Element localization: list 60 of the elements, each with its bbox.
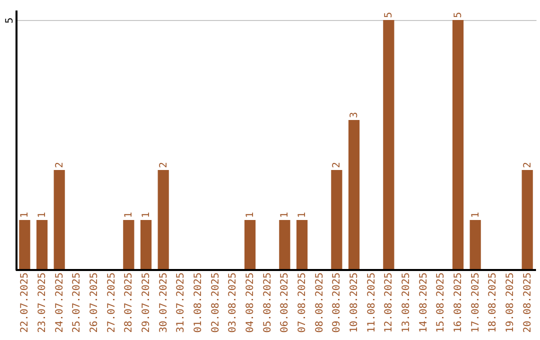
x-tick-label: 15.08.2025 <box>436 272 447 333</box>
bar <box>279 220 290 270</box>
data-label: 5 <box>453 12 464 18</box>
data-label: 1 <box>141 212 152 218</box>
x-tick-label: 11.08.2025 <box>366 272 378 333</box>
x-tick-label: 28.07.2025 <box>124 272 135 333</box>
x-tick-label: 01.08.2025 <box>193 272 204 333</box>
x-tick-label: 24.07.2025 <box>54 272 66 333</box>
data-label: 1 <box>245 212 256 218</box>
bar <box>522 170 533 270</box>
data-label: 3 <box>349 112 360 118</box>
x-tick-label: 16.08.2025 <box>453 272 464 333</box>
x-tick-label: 12.08.2025 <box>384 272 395 333</box>
data-label: 5 <box>384 12 395 18</box>
x-tick-label: 05.08.2025 <box>262 272 274 333</box>
x-tick-label: 13.08.2025 <box>401 272 412 333</box>
x-tick-label: 20.08.2025 <box>522 272 534 333</box>
data-label: 2 <box>158 162 170 168</box>
bar <box>383 20 394 270</box>
x-tick-label: 03.08.2025 <box>228 272 239 333</box>
x-tick-label: 14.08.2025 <box>418 272 430 333</box>
x-tick-label: 19.08.2025 <box>505 272 516 333</box>
x-tick-label: 29.07.2025 <box>141 272 152 333</box>
bar <box>452 20 464 270</box>
x-tick-label: 07.08.2025 <box>297 272 308 333</box>
x-tick-label: 30.07.2025 <box>158 272 170 333</box>
data-label: 2 <box>522 162 534 168</box>
x-tick-label: 22.07.2025 <box>20 272 31 333</box>
x-tick-label: 06.08.2025 <box>280 272 291 333</box>
data-label: 2 <box>54 162 66 168</box>
bar <box>348 120 360 270</box>
x-tick-label: 02.08.2025 <box>210 272 222 333</box>
data-label: 1 <box>20 212 31 218</box>
data-label: 1 <box>124 212 135 218</box>
bar <box>296 220 308 270</box>
data-label: 1 <box>37 212 48 218</box>
bar <box>140 220 152 270</box>
data-label: 1 <box>470 212 482 218</box>
x-tick-label: 26.07.2025 <box>89 272 100 333</box>
data-label: 1 <box>280 212 291 218</box>
x-tick-label: 17.08.2025 <box>470 272 482 333</box>
x-tick-label: 18.08.2025 <box>488 272 499 333</box>
bar <box>36 220 48 270</box>
x-tick-label: 09.08.2025 <box>332 272 343 333</box>
x-tick-label: 10.08.2025 <box>349 272 360 333</box>
bar <box>331 170 342 270</box>
bar <box>54 170 65 270</box>
x-tick-label: 04.08.2025 <box>245 272 256 333</box>
bar <box>123 220 134 270</box>
bar <box>470 220 481 270</box>
bar <box>19 220 30 270</box>
x-tick-label: 08.08.2025 <box>314 272 326 333</box>
x-tick-label: 23.07.2025 <box>37 272 48 333</box>
bar <box>244 220 256 270</box>
data-label: 2 <box>332 162 343 168</box>
bar <box>158 170 169 270</box>
x-tick-label: 27.07.2025 <box>106 272 118 333</box>
x-tick-label: 31.07.2025 <box>176 272 187 333</box>
data-label: 1 <box>297 212 308 218</box>
x-tick-label: 25.07.2025 <box>72 272 83 333</box>
